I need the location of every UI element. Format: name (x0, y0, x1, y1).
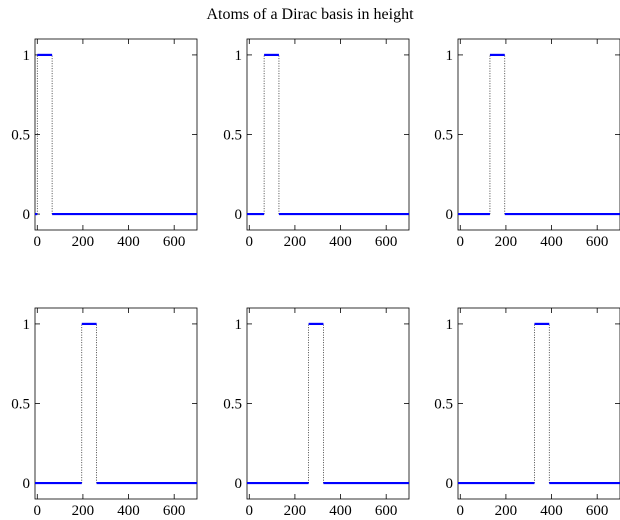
y-tick-label: 0 (23, 476, 31, 492)
y-tick-label: 0 (235, 207, 243, 223)
x-tick-label: 400 (329, 503, 352, 519)
plot-frame (246, 38, 410, 231)
y-tick-label: 0 (446, 207, 454, 223)
x-tick-label: 400 (540, 503, 563, 519)
x-tick-label: 200 (495, 503, 518, 519)
x-tick-label: 0 (246, 503, 254, 519)
x-tick-label: 200 (72, 503, 95, 519)
atom-series (35, 322, 197, 485)
x-tick-label: 400 (540, 234, 563, 250)
x-tick-label: 600 (586, 234, 609, 250)
plot-frame (34, 307, 198, 500)
atom-series (35, 53, 197, 216)
subplot-1: 0 200 400 600 0 0.5 1 (11, 38, 198, 250)
x-tick-label: 400 (117, 503, 140, 519)
y-tick-label: 0.5 (434, 128, 453, 144)
x-tick-label: 600 (163, 503, 186, 519)
x-tick-label: 200 (495, 234, 518, 250)
y-tick-label: 0.5 (434, 397, 453, 413)
y-tick-label: 1 (235, 317, 243, 333)
subplot-2: 0 200 400 600 0 0.5 1 (223, 38, 410, 250)
y-tick-label: 0 (446, 476, 454, 492)
x-tick-label: 0 (246, 234, 254, 250)
x-tick-label: 600 (586, 503, 609, 519)
plot-frame (457, 307, 620, 500)
atom-series (458, 53, 620, 216)
x-tick-label: 600 (375, 503, 398, 519)
y-tick-label: 0.5 (11, 128, 30, 144)
subplot-4: 0 200 400 600 0 0.5 1 (11, 307, 198, 519)
x-tick-label: 600 (375, 234, 398, 250)
y-tick-label: 0.5 (223, 397, 242, 413)
x-tick-label: 0 (457, 234, 465, 250)
plot-frame (246, 307, 410, 500)
x-tick-label: 400 (117, 234, 140, 250)
x-tick-label: 200 (284, 234, 307, 250)
x-tick-label: 0 (457, 503, 465, 519)
y-tick-label: 1 (23, 317, 31, 333)
y-tick-label: 1 (446, 48, 454, 64)
x-tick-label: 200 (284, 503, 307, 519)
y-tick-label: 0 (235, 476, 243, 492)
x-tick-label: 0 (34, 234, 42, 250)
plot-frame (34, 38, 198, 231)
x-tick-label: 400 (329, 234, 352, 250)
y-tick-label: 1 (235, 48, 243, 64)
x-tick-label: 200 (72, 234, 95, 250)
atom-series (247, 322, 409, 485)
atom-series (458, 322, 620, 485)
x-tick-label: 0 (34, 503, 42, 519)
y-tick-label: 0.5 (11, 397, 30, 413)
plot-frame (457, 38, 620, 231)
y-tick-label: 0.5 (223, 128, 242, 144)
subplot-3: 0 200 400 600 0 0.5 1 (434, 38, 620, 250)
y-tick-label: 0 (23, 207, 31, 223)
subplot-6: 0 200 400 600 0 0.5 1 (434, 307, 620, 519)
atom-series (247, 53, 409, 216)
subplot-5: 0 200 400 600 0 0.5 1 (223, 307, 410, 519)
y-tick-label: 1 (23, 48, 31, 64)
figure-title: Atoms of a Dirac basis in height (206, 6, 414, 23)
x-tick-label: 600 (163, 234, 186, 250)
y-tick-label: 1 (446, 317, 454, 333)
